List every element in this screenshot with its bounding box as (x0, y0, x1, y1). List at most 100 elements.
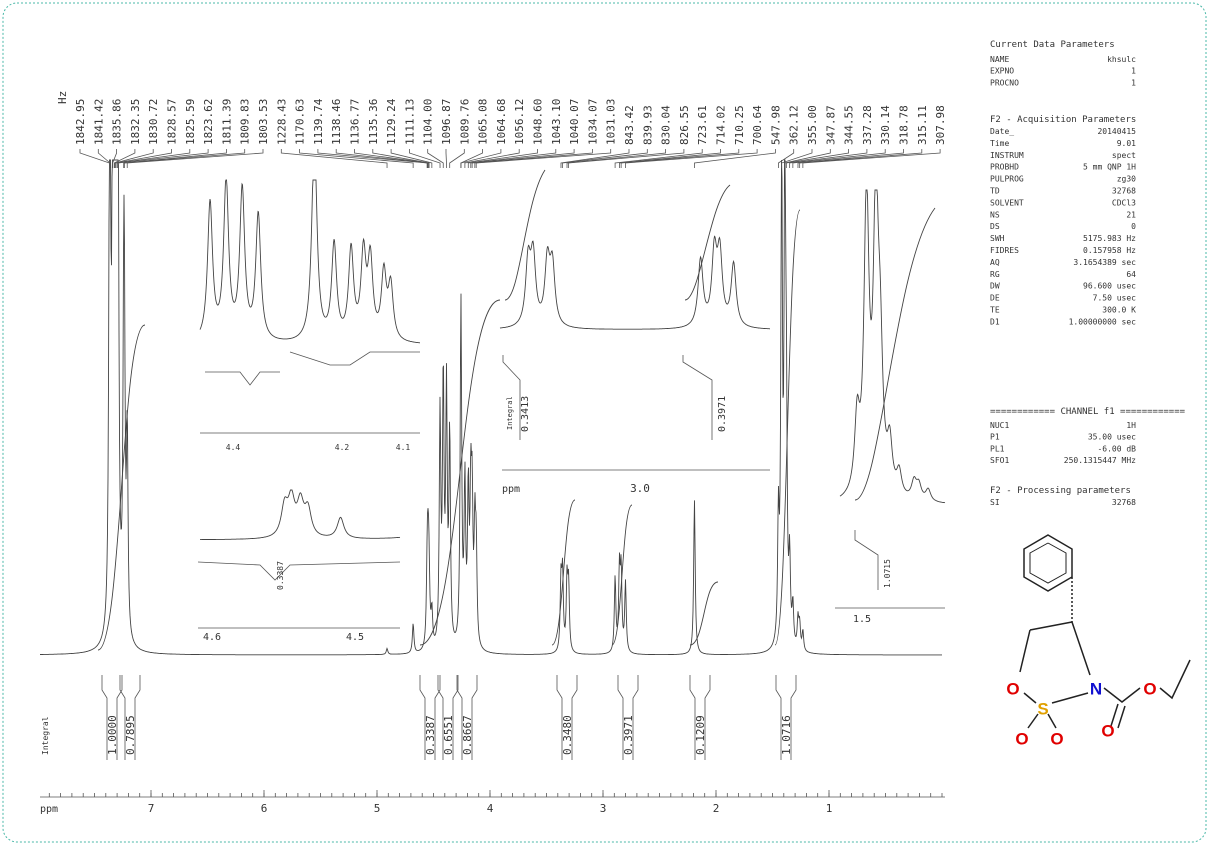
peak-line (625, 149, 758, 168)
param-name: FIDRES (990, 246, 1019, 255)
tick-label: 2 (713, 802, 720, 815)
peak-label: 1034.07 (586, 99, 599, 145)
inset-bracket (289, 351, 420, 366)
integral-bracket (617, 675, 624, 760)
peak-label: 1842.95 (74, 99, 87, 145)
peak-label: 1828.57 (166, 99, 179, 145)
peak-label: 1841.42 (92, 99, 105, 145)
param-value: 0 (1131, 222, 1136, 231)
peak-label: 1228.43 (275, 99, 288, 145)
peak-line (123, 149, 246, 168)
integral-bracket (119, 675, 126, 760)
peak-label: 1135.36 (367, 99, 380, 145)
peak-line (79, 149, 110, 168)
param-name: NS (990, 210, 1000, 219)
param-value: 9.01 (1117, 139, 1136, 148)
peak-label: 344.55 (843, 105, 856, 145)
peak-label: 723.61 (696, 105, 709, 145)
peak-label: 1111.13 (403, 99, 416, 145)
peak-label: 318.78 (898, 105, 911, 145)
peak-label: 315.11 (916, 105, 929, 145)
peak-line (390, 149, 433, 168)
peak-label: 1809.83 (239, 99, 252, 145)
integral-curve (854, 207, 936, 501)
param-value: zg30 (1117, 175, 1136, 184)
param-name: PULPROG (990, 175, 1024, 184)
param-value: 0.157958 Hz (1083, 246, 1136, 255)
peak-line (115, 149, 172, 168)
tick-label: 5 (374, 802, 381, 815)
param-value: 35.00 usec (1088, 433, 1136, 442)
peak-label: 330.14 (879, 105, 892, 145)
integral-bracket (456, 675, 463, 760)
peak-label: 1170.63 (294, 99, 307, 145)
peak-line (464, 149, 520, 168)
integral-bracket (437, 675, 444, 760)
param-title: Current Data Parameters (990, 40, 1115, 50)
peak-line (117, 149, 209, 168)
inset-tick: 4.6 (203, 632, 221, 643)
peak-line (614, 149, 703, 168)
peak-line (449, 149, 465, 168)
peak-label: 1129.24 (385, 98, 398, 145)
param-value: 32768 (1112, 498, 1136, 507)
integral-value: 1.0716 (780, 715, 793, 755)
param-name: NAME (990, 55, 1009, 64)
integral-bracket (790, 675, 797, 760)
param-value: 20140415 (1097, 127, 1136, 136)
peak-line (789, 149, 868, 168)
param-name: SFO1 (990, 456, 1009, 465)
peak-label: 1104.00 (422, 99, 435, 145)
param-name: RG (990, 270, 1000, 279)
peak-line (778, 149, 795, 168)
param-name: SOLVENT (990, 198, 1024, 207)
peak-label: 1823.62 (202, 99, 215, 145)
param-value: 3.1654389 sec (1073, 258, 1136, 267)
param-name: TD (990, 187, 1000, 196)
integral-value: 0.3971 (622, 715, 635, 755)
peak-label: 337.28 (861, 105, 874, 145)
inset-tick: 4.4 (226, 443, 241, 452)
peak-label: 700.64 (751, 105, 764, 145)
param-value: 300.0 K (1102, 306, 1136, 315)
peak-label: 1139.74 (312, 98, 325, 145)
param-title: F2 - Acquisition Parameters (990, 115, 1136, 125)
peak-line (792, 149, 886, 168)
integral-value: 0.6551 (442, 715, 455, 755)
peak-line (126, 149, 264, 168)
param-value: spect (1112, 151, 1136, 160)
atom: O (1143, 679, 1156, 698)
param-name: TE (990, 306, 1000, 315)
integral-curve (774, 209, 801, 646)
peak-label: 1056.12 (513, 99, 526, 145)
peak-label: 1089.76 (458, 99, 471, 145)
param-name: P1 (990, 433, 1000, 442)
integral-curve (419, 299, 501, 646)
integral-curve (689, 581, 719, 646)
peak-line (116, 149, 191, 168)
inset-bracket (682, 355, 713, 440)
peak-line (354, 149, 429, 168)
inset-bracket (197, 561, 401, 581)
integral-bracket (571, 675, 578, 760)
integral-bracket (689, 675, 696, 760)
integral-bracket (116, 675, 123, 760)
param-value: 1 (1131, 67, 1136, 76)
integral-value: 0.7895 (124, 715, 137, 755)
integral-bracket (632, 675, 639, 760)
inset-integral: 0.3387 (276, 561, 285, 590)
inset-bracket (854, 530, 879, 590)
atom: N (1090, 679, 1102, 698)
peak-label: 1825.59 (184, 99, 197, 145)
tick-label: 3 (600, 802, 607, 815)
param-value: 1H (1126, 421, 1136, 430)
peak-label: 307.98 (934, 105, 947, 145)
peak-label: 1064.68 (495, 99, 508, 145)
peak-label: 839.93 (641, 105, 654, 145)
param-name: PL1 (990, 444, 1005, 453)
peak-label: 1043.10 (550, 99, 563, 145)
param-value: khsulc (1107, 55, 1136, 64)
